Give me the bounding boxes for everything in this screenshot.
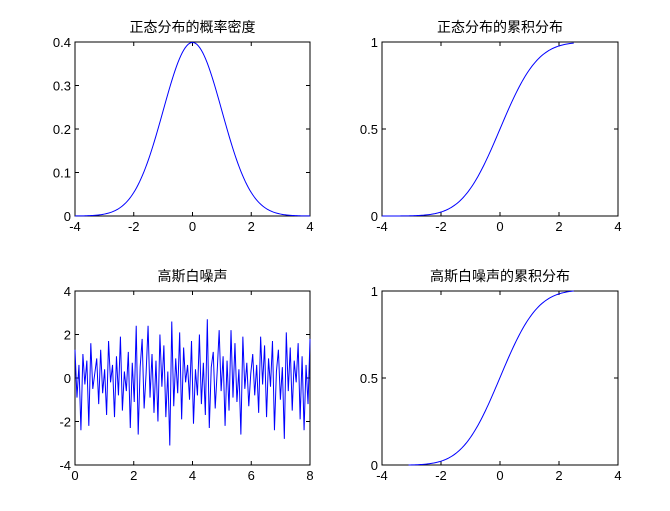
y-tick-label: 2 [64, 328, 71, 343]
x-tick-label: 4 [614, 219, 621, 234]
x-tick-label: 2 [248, 219, 255, 234]
subplot-1: 正态分布的概率密度 -4 -2 0 2 4 0 0.1 0.2 0.3 0.4 [53, 19, 314, 234]
x-tick-label: 2 [555, 219, 562, 234]
x-tick-label: 4 [306, 219, 313, 234]
y-tick-label: 1 [371, 284, 378, 299]
y-tick-label: 0.5 [360, 122, 378, 137]
subplot-title: 正态分布的概率密度 [130, 19, 256, 35]
subplot-title: 高斯白噪声 [158, 268, 228, 284]
subplot-title: 正态分布的累积分布 [437, 19, 563, 35]
y-tick-label: -2 [59, 415, 71, 430]
axes-box [74, 41, 311, 217]
y-tick-label: 0 [371, 209, 378, 224]
x-tick-label: 4 [614, 468, 621, 483]
y-tick-label: 1 [371, 35, 378, 50]
x-tick-label: 2 [555, 468, 562, 483]
x-tick-label: 0 [496, 468, 503, 483]
x-tick-label: -4 [376, 468, 388, 483]
subplot-4: 高斯白噪声的累积分布 -4 -2 0 2 4 0 0.5 1 [360, 268, 622, 483]
x-tick-label: 8 [306, 468, 313, 483]
x-tick-label: 0 [189, 219, 196, 234]
series-line [74, 41, 311, 217]
y-tick-label: 0 [371, 458, 378, 473]
y-tick-label: 0 [64, 371, 71, 386]
x-tick-label: -4 [69, 219, 81, 234]
y-tick-label: -4 [59, 458, 71, 473]
y-tick-label: 0.2 [53, 122, 71, 137]
y-tick-label: 0.4 [53, 35, 71, 50]
x-tick-label: 2 [130, 468, 137, 483]
x-tick-label: 0 [496, 219, 503, 234]
y-tick-label: 0 [64, 209, 71, 224]
y-tick-label: 4 [64, 284, 71, 299]
subplot-title: 高斯白噪声的累积分布 [430, 268, 570, 284]
x-tick-label: -4 [376, 219, 388, 234]
x-tick-label: 6 [248, 468, 255, 483]
series-line [382, 42, 574, 217]
x-tick-label: 4 [189, 468, 196, 483]
subplot-2: 正态分布的累积分布 -4 -2 0 2 4 0 0.5 1 [360, 19, 622, 234]
subplot-3: 高斯白噪声 0 2 4 6 8 -4 -2 0 2 4 [59, 268, 313, 483]
y-tick-label: 0.5 [360, 371, 378, 386]
y-tick-label: 0.3 [53, 79, 71, 94]
x-tick-label: -2 [128, 219, 140, 234]
x-tick-label: -2 [435, 468, 447, 483]
series-line [74, 319, 311, 446]
series-line [408, 290, 574, 466]
x-tick-label: 0 [71, 468, 78, 483]
y-tick-label: 0.1 [53, 166, 71, 181]
x-tick-label: -2 [435, 219, 447, 234]
